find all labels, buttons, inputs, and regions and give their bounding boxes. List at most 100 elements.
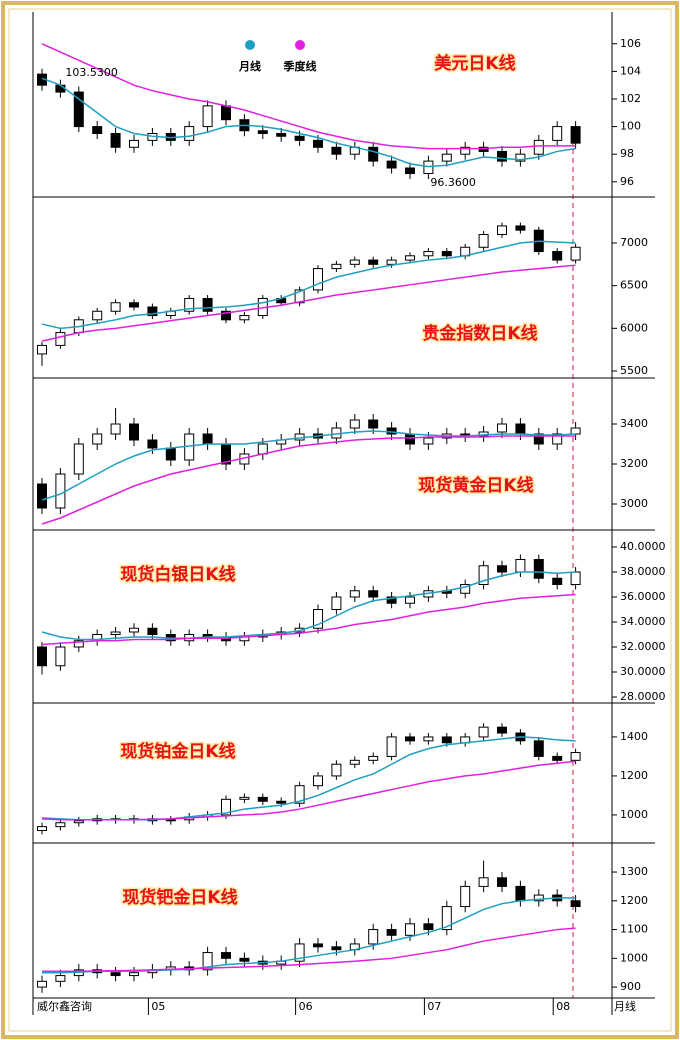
candle-body <box>257 443 268 455</box>
candle-body <box>349 759 360 765</box>
candle-body <box>552 755 563 761</box>
candle-body <box>386 929 397 936</box>
ma-line <box>41 593 576 646</box>
candle-body <box>533 139 544 155</box>
candle-body <box>570 752 581 761</box>
panel-title: 美元日K线 <box>434 53 515 74</box>
candle-body <box>202 105 213 128</box>
candle-body <box>368 755 379 761</box>
candle-body <box>239 315 250 321</box>
candle-body <box>460 885 471 908</box>
candle-body <box>276 132 287 137</box>
candle-body <box>165 819 176 822</box>
y-tick-label: 5500 <box>620 364 648 377</box>
candle-body <box>478 877 489 887</box>
y-tick-label: 3200 <box>620 457 648 470</box>
panel-title: 现货钯金日K线 <box>122 887 237 908</box>
period-label: 月线 <box>614 999 636 1013</box>
y-tick-label: 3400 <box>620 417 648 430</box>
candle-body <box>441 736 452 744</box>
candle-body <box>386 427 397 435</box>
candle-body <box>405 433 415 445</box>
candle-body <box>239 796 250 800</box>
y-tick-label: 1000 <box>620 808 648 821</box>
y-tick-label: 30.0000 <box>620 665 666 678</box>
candle-body <box>349 590 360 598</box>
candle-body <box>368 419 379 429</box>
candle-body <box>570 246 581 261</box>
candle-body <box>294 785 305 804</box>
panel-title: 现货铂金日K线 <box>120 741 235 762</box>
candle-body <box>515 885 526 902</box>
frame-inner <box>8 8 672 1032</box>
candle-body <box>313 139 323 148</box>
candle-body <box>129 423 139 441</box>
candle-body <box>478 431 489 437</box>
y-tick-label: 1100 <box>620 923 648 936</box>
ma-line <box>42 897 576 974</box>
y-tick-label: 98 <box>620 147 634 160</box>
candle-body <box>110 302 121 312</box>
candle-body <box>552 433 563 445</box>
candle-body <box>386 596 397 604</box>
candle-body <box>570 571 581 585</box>
candle-body <box>441 251 452 257</box>
candle-body <box>257 130 268 134</box>
candle-body <box>405 596 415 604</box>
candle-body <box>294 135 305 141</box>
x-tick-label: 06 <box>299 1000 313 1013</box>
y-tick-label: 1000 <box>620 951 648 964</box>
candle-body <box>110 132 121 148</box>
candle-body <box>313 775 323 787</box>
y-tick-label: 36.0000 <box>620 590 666 603</box>
candle-body <box>533 740 544 757</box>
candle-body <box>73 640 84 648</box>
candle-body <box>552 577 563 585</box>
y-tick-label: 104 <box>620 64 641 77</box>
panel-title: 现货黄金日K线 <box>418 475 533 496</box>
y-tick-label: 1400 <box>620 730 648 743</box>
candle-body <box>386 160 397 169</box>
ma-line <box>41 435 576 525</box>
candle-body <box>110 631 121 635</box>
ma-line <box>41 77 576 168</box>
candle-body <box>221 105 231 121</box>
candle-body <box>55 975 66 982</box>
candle-body <box>478 565 489 585</box>
candle-body <box>239 957 250 962</box>
candle-body <box>478 233 489 248</box>
candle-body <box>497 150 507 162</box>
y-tick-label: 28.0000 <box>620 690 666 703</box>
candle-body <box>368 929 379 945</box>
candle-body <box>441 906 452 931</box>
y-tick-label: 1200 <box>620 769 648 782</box>
candle-body <box>349 419 360 429</box>
candle-body <box>92 433 103 445</box>
candle-body <box>73 91 84 128</box>
y-tick-label: 106 <box>620 37 641 50</box>
candle-body <box>165 447 176 461</box>
ma-line <box>41 760 576 821</box>
candle-body <box>313 943 323 948</box>
candle-body <box>386 736 397 757</box>
candle-body <box>73 820 84 824</box>
y-tick-label: 96 <box>620 175 634 188</box>
ma-line <box>41 264 576 342</box>
y-tick-label: 34.0000 <box>620 615 666 628</box>
candle-body <box>552 251 563 261</box>
candle-body <box>460 584 471 594</box>
y-tick-label: 3000 <box>620 497 648 510</box>
y-tick-label: 7000 <box>620 236 648 249</box>
candle-body <box>478 726 489 738</box>
candle-body <box>331 763 342 777</box>
candle-body <box>515 559 526 573</box>
panel-title: 贵金指数日K线 <box>422 323 537 344</box>
candle-body <box>37 483 47 509</box>
candle-body <box>313 609 323 629</box>
candle-body <box>368 259 379 265</box>
candle-body <box>37 344 47 355</box>
candle-body <box>423 923 434 931</box>
legend-label: 季度线 <box>283 59 317 73</box>
candle-body <box>331 146 342 155</box>
